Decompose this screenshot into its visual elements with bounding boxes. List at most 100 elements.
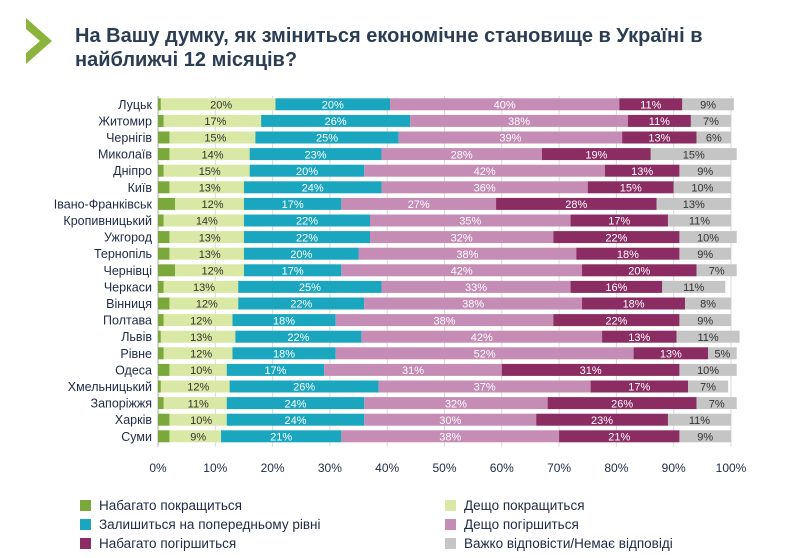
bar-segment bbox=[158, 164, 164, 177]
data-label: 26% bbox=[325, 116, 347, 128]
data-label: 11% bbox=[188, 398, 209, 410]
data-label: 24% bbox=[302, 183, 324, 195]
category-label: Чернігів bbox=[106, 131, 152, 145]
data-label: 13% bbox=[199, 183, 221, 195]
category-label: Івано-Франківськ bbox=[54, 197, 153, 211]
data-label: 40% bbox=[494, 100, 516, 112]
bar-segment bbox=[708, 347, 737, 360]
bar-segment bbox=[381, 181, 588, 194]
data-label: 35% bbox=[459, 216, 481, 228]
data-label: 13% bbox=[631, 166, 653, 178]
category-label: Хмельницький bbox=[68, 380, 152, 394]
bar-segment bbox=[650, 148, 737, 161]
bar-segment bbox=[390, 98, 620, 111]
bar-segment bbox=[163, 280, 239, 293]
category-label: Луцьк bbox=[118, 98, 152, 112]
data-label: 14% bbox=[202, 149, 224, 161]
bar-segment bbox=[378, 380, 591, 393]
x-tick-label: 30% bbox=[318, 461, 342, 475]
data-label: 32% bbox=[445, 398, 467, 410]
bar-segment bbox=[226, 363, 325, 376]
bar-segment bbox=[158, 148, 170, 161]
bar-segment bbox=[160, 330, 236, 343]
bar-segment bbox=[604, 164, 680, 177]
bar-segment bbox=[679, 314, 731, 327]
bar-segment bbox=[238, 297, 365, 310]
data-label: 26% bbox=[611, 398, 633, 410]
bar-segment bbox=[163, 347, 233, 360]
bar-segment bbox=[361, 330, 603, 343]
data-label: 13% bbox=[648, 133, 670, 145]
data-label: 31% bbox=[402, 365, 424, 377]
data-label: 20% bbox=[322, 100, 344, 112]
bar-segment bbox=[364, 297, 583, 310]
category-label: Житомир bbox=[98, 114, 152, 128]
bar-segment bbox=[158, 247, 170, 260]
bar-segment bbox=[341, 430, 560, 443]
bar-segment bbox=[627, 114, 691, 127]
bar-segment bbox=[229, 380, 379, 393]
data-label: 22% bbox=[290, 299, 312, 311]
data-label: 18% bbox=[617, 249, 639, 261]
data-label: 26% bbox=[293, 382, 315, 394]
data-label: 21% bbox=[608, 432, 630, 444]
bar-segment bbox=[243, 231, 371, 244]
x-tick-label: 90% bbox=[662, 461, 686, 475]
bar-segment bbox=[553, 314, 680, 327]
data-label: 22% bbox=[296, 232, 318, 244]
bar-segment bbox=[243, 214, 371, 227]
data-label: 10% bbox=[190, 415, 212, 427]
bar-segment bbox=[364, 164, 605, 177]
bar-segment bbox=[235, 330, 362, 343]
bar-segment bbox=[682, 98, 734, 111]
bar-segment bbox=[335, 314, 554, 327]
data-label: 11% bbox=[640, 100, 661, 112]
bar-segment bbox=[496, 197, 657, 210]
data-label: 12% bbox=[202, 266, 224, 278]
bar-segment bbox=[243, 247, 359, 260]
data-label: 16% bbox=[605, 282, 627, 294]
category-label: Черкаси bbox=[104, 280, 152, 294]
bar-segment bbox=[370, 214, 571, 227]
data-label: 23% bbox=[305, 149, 327, 161]
data-label: 15% bbox=[204, 133, 226, 145]
data-label: 19% bbox=[585, 149, 607, 161]
bar-segment bbox=[243, 181, 382, 194]
bar-segment bbox=[158, 181, 170, 194]
bar-segment bbox=[582, 297, 686, 310]
bar-segment bbox=[158, 297, 170, 310]
data-label: 22% bbox=[287, 332, 309, 344]
bar-segment bbox=[553, 231, 680, 244]
bar-segment bbox=[158, 114, 164, 127]
bar-segment bbox=[667, 413, 731, 426]
data-label: 13% bbox=[683, 199, 705, 211]
bar-segment bbox=[341, 197, 497, 210]
bar-segment bbox=[163, 114, 262, 127]
x-tick-label: 0% bbox=[149, 461, 167, 475]
data-label: 14% bbox=[196, 216, 218, 228]
chart-title: На Вашу думку, як зміниться економічне с… bbox=[75, 25, 703, 71]
bar-segment bbox=[364, 413, 537, 426]
data-label: 38% bbox=[439, 432, 461, 444]
bar-segment bbox=[275, 98, 391, 111]
data-label: 22% bbox=[296, 216, 318, 228]
bar-segment bbox=[381, 148, 542, 161]
data-label: 17% bbox=[204, 116, 226, 128]
bar-segment bbox=[587, 181, 674, 194]
data-label: 17% bbox=[282, 266, 304, 278]
bar-segment bbox=[169, 363, 227, 376]
bar-segment bbox=[169, 131, 256, 144]
data-label: 20% bbox=[290, 249, 312, 261]
bar-segment bbox=[676, 330, 740, 343]
category-label: Полтава bbox=[103, 314, 152, 328]
bar-segment bbox=[169, 430, 222, 443]
data-label: 10% bbox=[697, 232, 719, 244]
data-label: 28% bbox=[451, 149, 473, 161]
bar-segment bbox=[358, 247, 577, 260]
bar-segment bbox=[679, 363, 737, 376]
bar-segment bbox=[226, 397, 365, 410]
bar-segment bbox=[232, 347, 336, 360]
data-label: 11% bbox=[683, 282, 704, 294]
data-label: 23% bbox=[591, 415, 613, 427]
data-label: 20% bbox=[296, 166, 318, 178]
